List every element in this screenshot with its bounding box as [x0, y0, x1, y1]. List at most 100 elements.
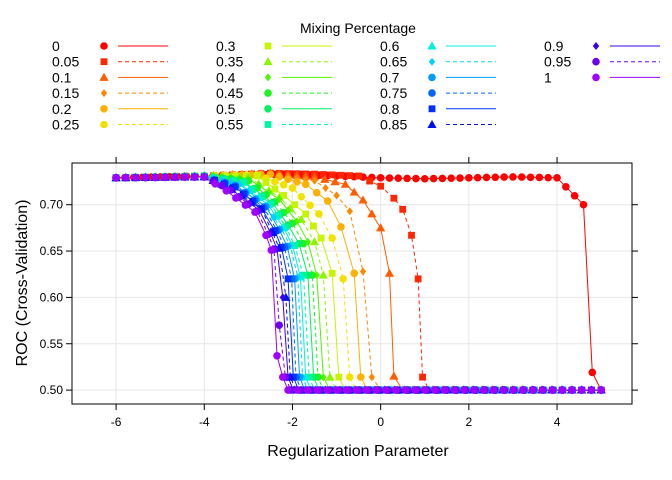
- x-tick-label: 0: [377, 415, 384, 429]
- legend: Mixing Percentage 00.050.10.150.20.25 0.3…: [52, 20, 660, 133]
- legend-label: 0.65: [380, 54, 407, 70]
- legend-entry: 0.65: [380, 54, 496, 70]
- series-point-0-1: [367, 209, 377, 218]
- series-point-0-3: [262, 179, 270, 186]
- y-tick-label: 0.65: [40, 244, 64, 258]
- legend-marker: [264, 121, 272, 128]
- series-point-1: [391, 386, 400, 394]
- series-point-0-05: [419, 373, 426, 381]
- series-point-1: [421, 386, 429, 394]
- series-point-0-55: [300, 271, 307, 279]
- series-point-0-25: [288, 184, 297, 192]
- series-line-0-5: [116, 175, 602, 391]
- series-point-0: [509, 173, 517, 181]
- series-point-1: [528, 386, 537, 394]
- series-point-0-3: [328, 269, 336, 277]
- series-point-1: [342, 386, 351, 394]
- legend-entries: 00.050.10.150.20.25 0.30.350.40.450.50.55…: [52, 38, 660, 133]
- legend-label: 0.55: [216, 117, 243, 133]
- series-point-1: [509, 386, 517, 394]
- x-axis-title: Regularization Parameter: [267, 443, 449, 460]
- series-line-0-8: [116, 176, 602, 391]
- series-point-0-65: [236, 180, 243, 189]
- series-point-1: [278, 373, 287, 381]
- series-point-1: [151, 173, 160, 182]
- series-point-1: [303, 386, 312, 394]
- legend-entry: 0.5: [216, 101, 332, 117]
- series-line-0-45: [116, 175, 602, 391]
- series-point-0-2: [350, 269, 359, 278]
- series-point-0-15: [346, 207, 353, 216]
- legend-marker: [428, 73, 436, 82]
- series-points: [111, 168, 606, 395]
- series-point-0-8: [271, 227, 279, 235]
- series-point-0-1: [358, 195, 368, 204]
- series-point-1: [222, 187, 231, 195]
- series-point-1: [382, 386, 390, 394]
- series-point-0-4: [320, 373, 327, 382]
- series-point-1: [180, 173, 189, 181]
- series-point-0-2: [312, 188, 321, 197]
- series-point-1: [273, 352, 281, 360]
- y-axis: 0.50 0.55 0.60 0.65 0.70: [40, 198, 638, 397]
- legend-marker: [264, 73, 272, 82]
- series-point-0-25: [339, 275, 347, 283]
- legend-entry: 0.2: [52, 101, 168, 117]
- series-point-0: [562, 182, 570, 191]
- legend-marker: [100, 120, 108, 129]
- legend-marker: [100, 58, 108, 66]
- legend-label: 0.2: [52, 101, 72, 117]
- legend-label: 0.05: [52, 54, 79, 70]
- series-point-1: [489, 386, 498, 394]
- series-point-0-55: [249, 186, 257, 193]
- legend-marker: [263, 57, 273, 66]
- series-point-1: [232, 194, 240, 202]
- legend-marker: [264, 89, 272, 97]
- series-point-0-8: [289, 373, 297, 381]
- series-point-1: [577, 386, 586, 394]
- x-tick-label: -6: [111, 415, 122, 429]
- x-tick-label: 4: [554, 415, 561, 429]
- series-point-0-1: [340, 179, 350, 188]
- series-point-1: [470, 386, 478, 394]
- series-point-0-1: [376, 223, 386, 232]
- legend-marker: [100, 42, 108, 50]
- series-point-0: [579, 200, 588, 209]
- series-line-0-85: [116, 176, 602, 391]
- legend-marker: [592, 42, 600, 50]
- series-line-0-05: [116, 172, 602, 391]
- series-point-0-8: [284, 275, 292, 283]
- series-point-0-05: [414, 275, 422, 283]
- series-point-0-55: [274, 211, 282, 219]
- series-point-1: [548, 386, 557, 394]
- series-point-0-8: [240, 190, 248, 198]
- legend-entry: 0.6: [380, 38, 496, 54]
- series-point-1: [211, 180, 220, 188]
- series-point-0-55: [305, 373, 313, 381]
- series-point-0-05: [399, 205, 407, 213]
- series-point-0: [526, 173, 535, 182]
- series-point-1: [190, 173, 199, 181]
- series-point-0-25: [271, 177, 279, 186]
- legend-marker: [100, 105, 108, 113]
- legend-marker: [264, 105, 272, 113]
- series-point-1: [161, 173, 169, 182]
- series-point-0-3: [302, 210, 310, 218]
- series-point-0-05: [377, 182, 385, 190]
- y-tick-label: 0.70: [40, 198, 64, 212]
- legend-marker: [264, 42, 272, 50]
- legend-entry: 0.7: [380, 69, 496, 85]
- series-point-0-65: [270, 213, 277, 222]
- series-line-0-75: [116, 176, 602, 391]
- series-point-0-05: [319, 171, 327, 178]
- series-point-0-2: [301, 180, 310, 189]
- series-point-0-2: [293, 177, 301, 186]
- series-lines: [116, 172, 602, 391]
- series-point-0-05: [408, 231, 415, 239]
- legend-entry: 0.25: [52, 117, 168, 133]
- series-point-1: [362, 386, 371, 394]
- series-point-1: [200, 173, 209, 181]
- series-point-0: [412, 174, 420, 183]
- legend-label: 0.9: [544, 38, 564, 54]
